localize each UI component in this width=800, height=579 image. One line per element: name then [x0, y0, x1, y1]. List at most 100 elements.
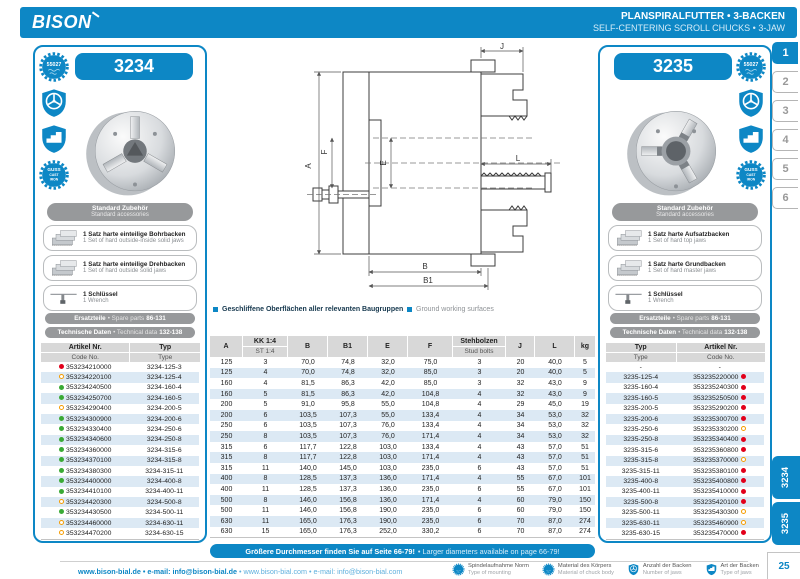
chapter-tab-5[interactable]: 5 — [772, 158, 798, 180]
table-cell: 171,4 — [421, 475, 440, 483]
code-cell: 353235250500 — [676, 395, 764, 402]
table-cell: 42,0 — [381, 379, 395, 387]
legend-item: Spindelaufnahme Norm Type of mounting — [452, 563, 529, 577]
code-cell: 353235290200 — [676, 405, 764, 412]
cast-iron-badge-icon: GUSS CAST IRON — [38, 159, 70, 191]
table-cell: 70,0 — [301, 358, 315, 366]
table-cell: 79,0 — [548, 496, 562, 504]
website-link-de[interactable]: www.bison-bial.de • e-mail: info@bison-b… — [78, 567, 238, 576]
table-cell: 400 — [220, 475, 233, 483]
code-cell: 353234430500 — [41, 509, 129, 516]
table-cell: 6 — [263, 443, 268, 451]
svg-text:55027: 55027 — [744, 62, 759, 68]
table-cell: 4 — [477, 454, 482, 462]
legend-label-de: Art der Backen — [720, 563, 759, 569]
table-row: 315 11 140,0 145,0 103,0 235,0 6 43 57,0 51 — [210, 463, 595, 474]
accessory-label-en: 1 Set of hard master jaws — [648, 268, 717, 275]
availability-dot — [741, 384, 747, 390]
availability-dot — [741, 478, 747, 484]
table-cell: 137,3 — [339, 475, 357, 483]
table-cell: 103,5 — [299, 432, 317, 440]
table-cell: 32 — [581, 432, 589, 440]
dim-label-F: F — [320, 149, 329, 154]
code-cell: 353234300900 — [41, 416, 129, 423]
table-cell: 51 — [581, 443, 589, 451]
accessories-list: 1 Satz harte einteilige Bohrbacken 1 Set … — [43, 225, 197, 315]
table-row: 250 6 103,5 107,3 76,0 133,4 4 34 53,0 32 — [210, 421, 595, 432]
table-cell: 6 — [477, 485, 482, 493]
type-cell: 3234-200-6 — [146, 415, 182, 423]
availability-dot — [741, 530, 747, 536]
availability-dot — [59, 436, 65, 442]
footer-links[interactable]: www.bison-bial.de • e-mail: info@bison-b… — [78, 567, 402, 576]
legend-label: Material des Körpers Material of chuck bo… — [558, 563, 614, 577]
table-cell: 87,0 — [548, 528, 562, 536]
accessory-item: 1 Satz harte Grundbacken 1 Set of hard ma… — [608, 255, 762, 281]
table-cell: 85,0 — [423, 379, 438, 387]
chapter-tab-2[interactable]: 2 — [772, 71, 798, 93]
table-cell: 4 — [263, 379, 268, 387]
table-cell: 79,0 — [548, 507, 562, 515]
availability-dot — [741, 447, 747, 453]
table-cell: 104,8 — [421, 390, 440, 398]
norm-55027-badge-icon: 55027 — [735, 51, 767, 83]
table-cell: 103,0 — [379, 464, 397, 472]
column-label: F — [427, 343, 433, 350]
type-cell: 3235-250-8 — [623, 436, 659, 444]
website-link-en[interactable]: • www.bison-bial.com • e-mail: info@biso… — [239, 567, 403, 576]
table-cell: 190,0 — [379, 517, 397, 525]
model-tab-3235[interactable]: 3235 — [772, 502, 800, 545]
code-table-3234: Artikel Nr. Code No. Typ Type 353234210000… — [41, 343, 200, 540]
table-cell: 53,0 — [548, 422, 562, 430]
mounting-type-badge-icon — [38, 87, 70, 119]
table-row: 353234290400 3234-200-5 — [41, 404, 199, 414]
legend-label: Art der Backen Type of jaws — [721, 563, 759, 577]
table-cell: 43 — [516, 454, 525, 462]
chapter-tab-1[interactable]: 1 — [772, 42, 798, 64]
model-tab-3234[interactable]: 3234 — [772, 456, 800, 499]
type-cell: - — [639, 363, 642, 371]
column-label: A — [223, 343, 229, 350]
type-cell: 3234-400-11 — [145, 488, 184, 496]
code-cell: 353234360000 — [41, 447, 129, 454]
dim-label-L: L — [516, 154, 521, 163]
type-cell: 3234-630-15 — [144, 529, 184, 537]
type-cell: 3234-160-4 — [146, 384, 182, 392]
table-cell: 171,4 — [421, 496, 440, 504]
type-cell: 3235-315-8 — [623, 457, 659, 465]
table-cell: 136,0 — [379, 485, 397, 493]
table-cell: 11 — [261, 485, 270, 493]
table-cell: 160 — [220, 379, 233, 387]
legend-label-de: Spindelaufnahme Norm — [468, 563, 529, 569]
table-cell: 53,0 — [548, 432, 562, 440]
table-row: 353234210000 3234-125-3 — [41, 362, 199, 372]
table-cell: 53,0 — [548, 411, 562, 419]
dim-label-E: E — [379, 160, 388, 165]
bison-logo: BISON — [32, 12, 92, 32]
table-cell: 43,0 — [548, 390, 562, 398]
chapter-tab-4[interactable]: 4 — [772, 129, 798, 151]
title-en: SELF-CENTERING SCROLL CHUCKS • 3-JAW — [592, 23, 785, 34]
availability-dot — [59, 509, 65, 515]
table-cell: 67,0 — [548, 485, 562, 493]
column-header: KK 1:4 ST 1:4 — [243, 336, 288, 357]
table-cell: 74,8 — [341, 358, 355, 366]
type-cell: 3234-315-6 — [146, 446, 182, 454]
cast-iron-badge-icon: GUSS CAST IRON — [735, 159, 767, 191]
dim-label-J: J — [500, 42, 504, 51]
table-cell: 3 — [477, 379, 482, 387]
chapter-tab-6[interactable]: 6 — [772, 187, 798, 209]
table-cell: 500 — [220, 507, 233, 515]
type-cell: 3235-500-8 — [623, 498, 659, 506]
availability-dot — [59, 405, 65, 411]
accessory-label-de: 1 Satz harte Grundbacken — [648, 260, 726, 268]
chapter-tab-3[interactable]: 3 — [772, 100, 798, 122]
table-cell: 8 — [263, 496, 268, 504]
table-row: 250 8 103,5 107,3 76,0 171,4 4 34 53,0 32 — [210, 431, 595, 442]
table-cell: 176,3 — [339, 528, 357, 536]
column-label: kg — [580, 343, 590, 350]
table-row: -- — [606, 362, 764, 372]
table-cell: 67,0 — [548, 475, 562, 483]
type-cell: 3235-400-8 — [623, 477, 659, 485]
type-cell: 3234-250-6 — [146, 426, 182, 434]
